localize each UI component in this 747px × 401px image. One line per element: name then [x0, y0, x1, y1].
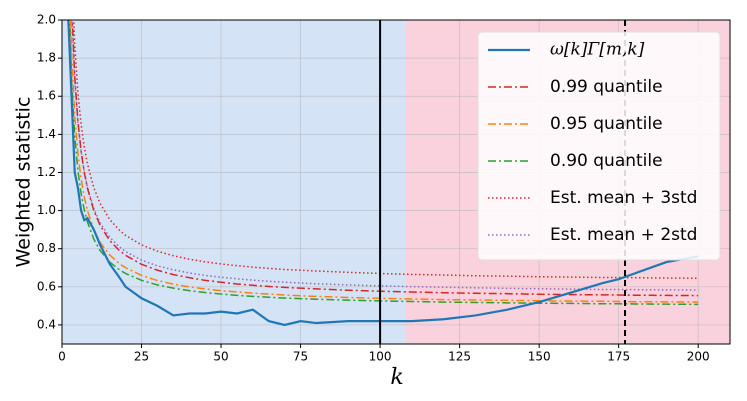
legend-label: ω[k]Γ[m,k] [550, 40, 645, 60]
legend-box [477, 31, 721, 261]
y-tick-label: 0.6 [37, 279, 56, 293]
x-tick-label: 100 [369, 350, 392, 364]
y-tick-label: 1.0 [37, 203, 56, 217]
legend-label: 0.99 quantile [550, 77, 663, 97]
x-tick-label: 175 [607, 350, 630, 364]
x-tick-label: 75 [293, 350, 308, 364]
legend-label: Est. mean + 3std [550, 188, 697, 208]
y-tick-label: 1.6 [37, 89, 56, 103]
plot-frame [61, 19, 731, 345]
x-tick-label: 200 [687, 350, 710, 364]
y-tick-label: 2.0 [37, 13, 56, 27]
series-line [71, 20, 699, 297]
series-line [71, 20, 699, 291]
y-tick-label: 1.8 [37, 51, 56, 65]
x-tick-label: 125 [448, 350, 471, 364]
y-tick-label: 1.2 [37, 165, 56, 179]
series-line [67, 20, 699, 327]
x-tick-label: 50 [213, 350, 228, 364]
legend-label: 0.95 quantile [550, 114, 663, 134]
series-line [69, 20, 699, 306]
legend-label: 0.90 quantile [550, 151, 663, 171]
y-tick-label: 0.8 [37, 241, 56, 255]
x-tick-label: 25 [134, 350, 149, 364]
x-tick-label: 0 [58, 350, 66, 364]
y-axis-label: Weighted statistic [13, 97, 35, 268]
x-tick-label: 150 [528, 350, 551, 364]
x-axis-label: k [390, 365, 403, 390]
series-line [69, 20, 699, 303]
series-line [72, 20, 699, 279]
y-tick-label: 0.4 [37, 317, 56, 331]
y-tick-label: 1.4 [37, 127, 56, 141]
legend-label: Est. mean + 2std [550, 225, 697, 245]
